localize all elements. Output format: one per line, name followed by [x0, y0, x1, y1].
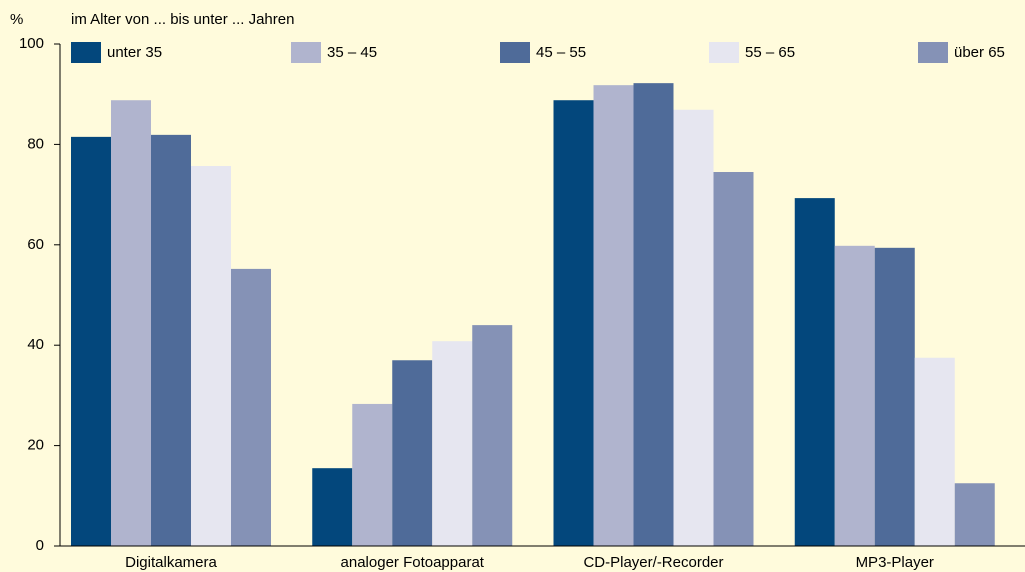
bar	[312, 468, 353, 546]
y-tick-label: 60	[27, 236, 44, 253]
bar	[834, 245, 875, 546]
bar	[874, 247, 915, 546]
y-tick-label: 40	[27, 336, 44, 353]
legend-swatch	[918, 42, 948, 63]
bar	[954, 483, 995, 546]
legend-label: 45 – 55	[536, 44, 586, 61]
legend-label: unter 35	[107, 44, 162, 61]
legend-swatch	[500, 42, 530, 63]
y-tick-label: 0	[36, 537, 44, 554]
y-tick-label: 20	[27, 437, 44, 454]
x-tick-label: MP3-Player	[856, 554, 934, 571]
y-tick-label: 80	[27, 135, 44, 152]
bar	[111, 100, 151, 546]
bar	[432, 341, 473, 546]
bar	[713, 172, 754, 546]
bar	[673, 109, 714, 547]
legend-swatch	[71, 42, 101, 63]
bar	[633, 83, 674, 546]
bar	[914, 357, 955, 546]
y-axis-label: %	[10, 11, 23, 28]
subtitle: im Alter von ... bis unter ... Jahren	[71, 11, 294, 28]
legend-label: 35 – 45	[327, 44, 377, 61]
legend-swatch	[709, 42, 739, 63]
bar	[593, 85, 634, 546]
y-tick-label: 100	[19, 35, 44, 52]
legend-label: 55 – 65	[745, 44, 795, 61]
bar	[151, 134, 191, 546]
bar	[472, 325, 513, 546]
x-tick-label: analoger Fotoapparat	[341, 554, 485, 571]
bar	[794, 198, 835, 546]
bar	[553, 100, 594, 546]
bar	[231, 268, 271, 546]
bar	[191, 165, 231, 546]
legend-label: über 65	[954, 44, 1005, 61]
bar	[71, 136, 111, 546]
bar	[392, 360, 433, 546]
x-tick-label: Digitalkamera	[125, 554, 217, 571]
legend-swatch	[291, 42, 321, 63]
x-tick-label: CD-Player/-Recorder	[583, 554, 723, 571]
bar	[352, 403, 393, 546]
